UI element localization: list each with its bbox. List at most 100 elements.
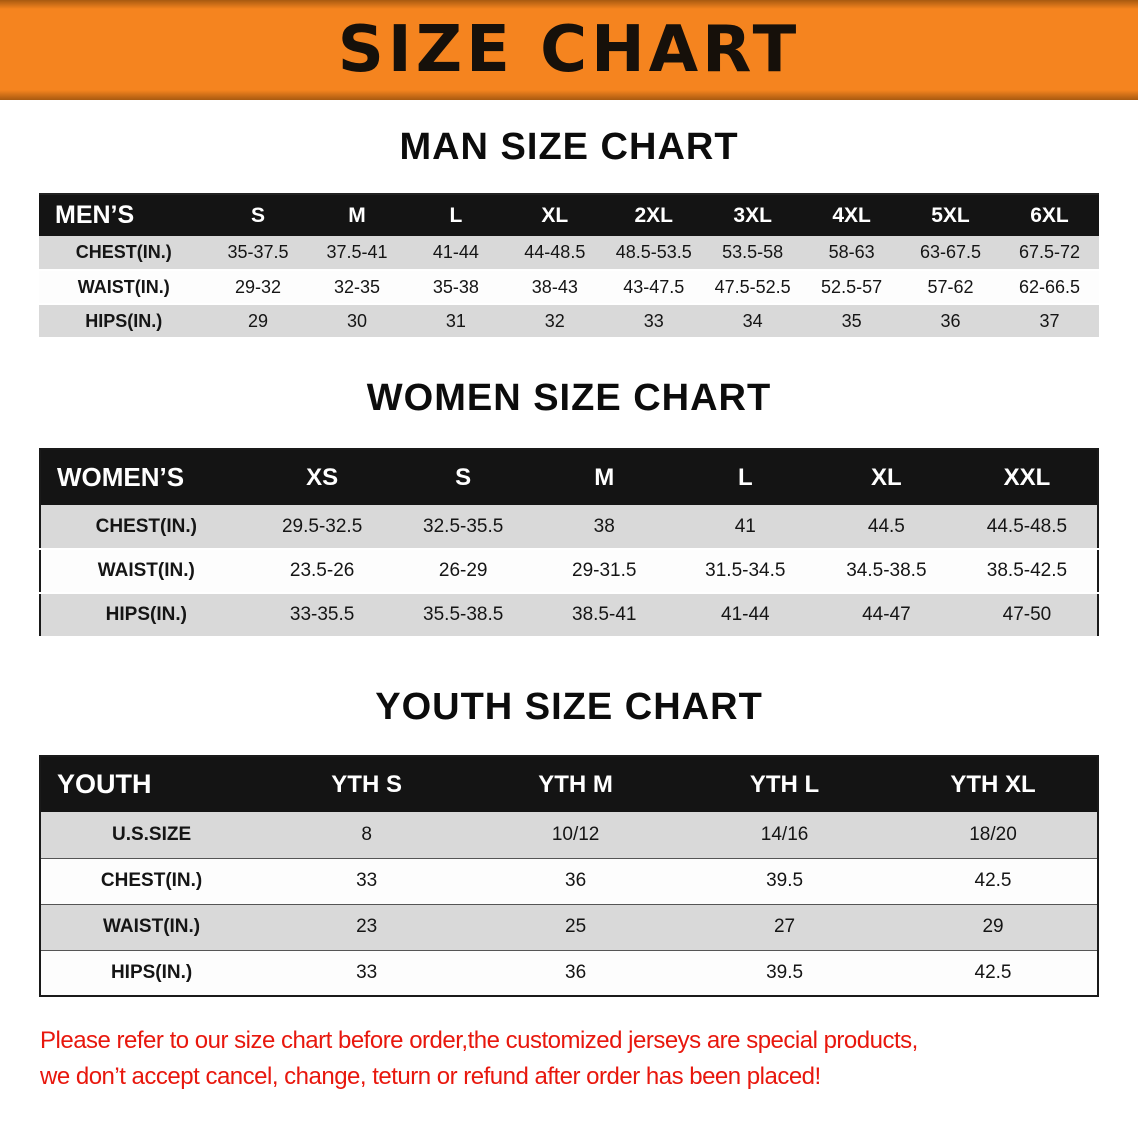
size-column-header: 4XL (802, 194, 902, 236)
youth-section-heading: YOUTH SIZE CHART (375, 686, 763, 728)
size-value: 42.5 (889, 858, 1098, 905)
size-value: 57-62 (901, 270, 1000, 305)
size-column-header: XXL (956, 449, 1098, 505)
table-corner-label: WOMEN’S (40, 449, 252, 505)
table-corner-label: YOUTH (40, 756, 263, 812)
size-column-header: 6XL (999, 194, 1099, 236)
row-label: CHEST(IN.) (40, 505, 252, 550)
row-label: WAIST(IN.) (40, 549, 252, 594)
size-value: 33 (356, 961, 378, 983)
size-value: 39.5 (766, 961, 804, 983)
size-value: 18/20 (889, 812, 1098, 859)
size-column-header: XS (251, 449, 393, 505)
size-value: 37 (999, 304, 1099, 339)
size-value: 43-47.5 (604, 270, 704, 305)
row-label: CHEST(IN.) (40, 858, 263, 905)
measurement-row: HIPS(IN.) 29 30 31 32 33 34 35 36 37 (39, 304, 1099, 339)
disclaimer-text: Please refer to our size chart before or… (40, 1023, 1098, 1095)
banner-title: SIZE CHART (337, 13, 801, 87)
size-value: 47-50 (956, 593, 1098, 638)
women-size-table: WOMEN’S XS S M L XL XXL CHEST(IN.) 29.5-32.5 32.5… (39, 448, 1099, 638)
size-value: 38 (533, 505, 675, 550)
size-value: 31.5-34.5 (674, 549, 816, 594)
row-label: U.S.SIZE (40, 812, 263, 859)
size-value: 44.5-48.5 (956, 505, 1098, 550)
size-value: 36 (471, 858, 681, 905)
size-value: 32-35 (307, 270, 407, 305)
size-column-header: L (674, 449, 816, 505)
size-column-header: M (533, 449, 675, 505)
size-value: 47.5-52.5 (703, 270, 803, 305)
table-corner-label: MEN’S (39, 194, 209, 236)
men-size-table: MEN’S S M L XL 2XL 3XL 4XL 5XL 6XL CHEST(IN.) 35-37… (39, 193, 1099, 339)
size-value: 63-67.5 (901, 236, 1000, 271)
size-value: 32 (505, 304, 605, 339)
size-value: 29 (208, 304, 308, 339)
row-label: WAIST(IN.) (40, 904, 263, 951)
disclaimer-line-1: Please refer to our size chart before or… (40, 1027, 918, 1054)
size-column-header: YTH L (680, 756, 890, 812)
row-label: WAIST(IN.) (39, 270, 209, 305)
size-value: 10/12 (471, 812, 681, 859)
size-column-header: 2XL (604, 194, 704, 236)
men-size-section: MAN SIZE CHART MEN’S S M L XL 2XL 3XL 4XL 5XL 6XL… (0, 126, 1138, 339)
header-row: YOUTH YTH S YTH M YTH L YTH XL (40, 756, 1098, 812)
size-value: 44-47 (815, 593, 957, 638)
size-value: 26-29 (392, 549, 534, 594)
measurement-row: CHEST(IN.) 29.5-32.5 32.5-35.5 38 41 44.5 44.5… (40, 505, 1098, 550)
size-column-header: L (406, 194, 506, 236)
size-column-header: YTH XL (889, 756, 1098, 812)
size-value: 34.5-38.5 (815, 549, 957, 594)
measurement-row: CHEST(IN.) 33 36 39.5 42.5 (40, 858, 1098, 905)
size-value: 53.5-58 (703, 236, 803, 271)
size-value: 8 (262, 812, 472, 859)
disclaimer-line-2: we don’t accept cancel, change, teturn o… (40, 1063, 821, 1090)
size-value: 38.5-42.5 (956, 549, 1098, 594)
header-row: WOMEN’S XS S M L XL XXL (40, 449, 1098, 505)
size-value: 23.5-26 (251, 549, 393, 594)
size-column-header: S (392, 449, 534, 505)
measurement-row: WAIST(IN.) 23 25 27 29 (40, 904, 1098, 951)
banner: SIZE CHART (0, 0, 1138, 100)
size-value: 39.5 (680, 858, 890, 905)
size-value: 41 (674, 505, 816, 550)
size-value: 33 (262, 858, 472, 905)
size-value: 35-38 (406, 270, 506, 305)
size-value: 38-43 (505, 270, 605, 305)
men-section-heading: MAN SIZE CHART (399, 126, 739, 168)
size-value: 48.5-53.5 (604, 236, 704, 271)
size-value: 14/16 (680, 812, 890, 859)
row-label: CHEST(IN.) (39, 236, 209, 271)
measurement-row: CHEST(IN.) 35-37.5 37.5-41 41-44 44-48.5 48.5… (39, 236, 1099, 271)
size-column-header: M (307, 194, 407, 236)
size-chart-page: SIZE CHART MAN SIZE CHART MEN’S S M L XL 2XL 3… (0, 0, 1138, 1095)
size-value: 27 (680, 904, 890, 951)
size-column-header: XL (505, 194, 605, 236)
row-label: HIPS(IN.) (39, 304, 209, 339)
measurement-row: WAIST(IN.) 29-32 32-35 35-38 38-43 43-47.5 47.… (39, 270, 1099, 305)
size-value: 29-31.5 (533, 549, 675, 594)
size-value: 41-44 (406, 236, 506, 271)
size-column-header: S (208, 194, 308, 236)
size-value: 25 (471, 904, 681, 951)
size-column-header: YTH S (262, 756, 472, 812)
size-value: 36 (565, 961, 587, 983)
size-value: 35 (802, 304, 902, 339)
size-value: 44-48.5 (505, 236, 605, 271)
measurement-row: WAIST(IN.) 23.5-26 26-29 29-31.5 31.5-34.5 34… (40, 549, 1098, 594)
size-column-header: 3XL (703, 194, 803, 236)
size-value: 31 (406, 304, 506, 339)
measurement-row: U.S.SIZE 8 10/12 14/16 18/20 (40, 812, 1098, 859)
youth-size-table: YOUTH YTH S YTH M YTH L YTH XL U.S.SIZE 8 10/12… (39, 755, 1099, 997)
size-value: 37.5-41 (307, 236, 407, 271)
size-value: 23 (262, 904, 472, 951)
size-value: 42.5 (974, 961, 1012, 983)
women-size-section: WOMEN SIZE CHART WOMEN’S XS S M L XL XXL CHEST(… (0, 377, 1138, 638)
size-value: 35.5-38.5 (392, 593, 534, 638)
row-label: HIPS(IN.) (40, 593, 252, 638)
size-value: 62-66.5 (999, 270, 1099, 305)
size-value: 29.5-32.5 (251, 505, 393, 550)
size-column-header: XL (815, 449, 957, 505)
size-column-header: YTH M (471, 756, 681, 812)
row-label: HIPS(IN.) (110, 961, 193, 983)
